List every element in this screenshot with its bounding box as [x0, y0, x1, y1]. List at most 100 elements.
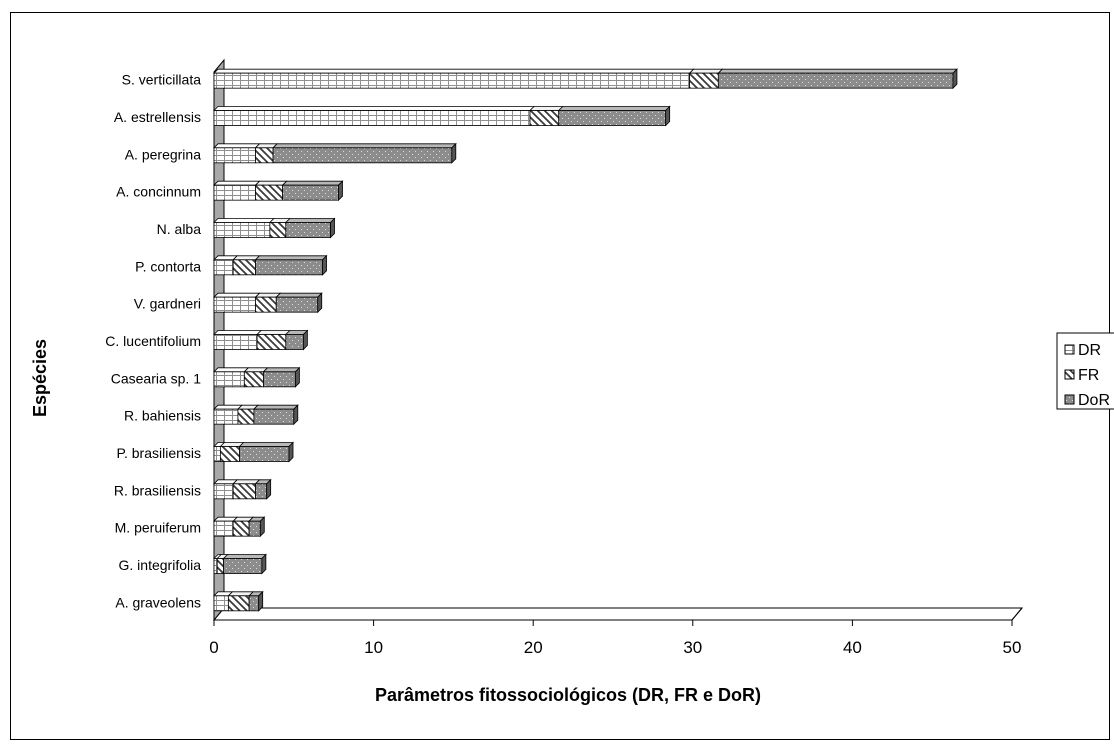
bar-top-face — [281, 180, 344, 186]
bar-dor-segment — [281, 180, 344, 202]
bar-dr-segment — [213, 591, 234, 612]
bar-top-face — [213, 180, 261, 186]
bar-end-face — [338, 180, 343, 202]
bar-fr-segment — [268, 218, 291, 238]
legend-swatch-fr — [1064, 369, 1075, 380]
bar-dor-segment — [717, 68, 958, 90]
category-label: R. bahiensis — [124, 408, 201, 424]
bar-front-face — [285, 334, 304, 350]
bar-front-face — [255, 483, 268, 500]
bar-front-face — [232, 259, 256, 276]
bar-front-face — [248, 520, 261, 537]
bar-dor-segment — [272, 142, 457, 164]
y-axis-title: Espécies — [30, 339, 50, 417]
bar-top-face — [213, 143, 261, 149]
category-label: V. gardneri — [134, 296, 201, 312]
bar-front-face — [256, 334, 287, 350]
legend-swatch-dr — [1064, 344, 1075, 355]
bar-top-face — [213, 330, 263, 335]
bar-fr-segment — [227, 591, 255, 612]
bar-top-face — [262, 367, 301, 373]
bar-end-face — [322, 254, 327, 276]
bar-front-face — [213, 558, 218, 574]
bar-front-face — [255, 259, 323, 276]
bar-top-face — [213, 292, 261, 298]
bar-fr-segment — [236, 404, 259, 425]
bar-dr-segment — [213, 218, 275, 238]
bar-dr-segment — [213, 68, 695, 89]
bar-top-face — [213, 404, 243, 410]
bar-front-face — [213, 222, 271, 238]
bar-top-face — [557, 106, 671, 111]
bar-dor-segment — [222, 553, 267, 575]
bar-front-face — [269, 222, 287, 238]
bar-top-face — [222, 554, 267, 559]
bar-front-face — [253, 408, 295, 425]
bar-dr-segment — [213, 292, 261, 313]
bar-dor-segment — [248, 590, 264, 612]
bar-front-face — [282, 184, 339, 201]
bar-dor-segment — [284, 329, 309, 351]
bar-end-face — [330, 217, 335, 239]
legend-swatch-dor — [1064, 394, 1075, 405]
bar-dr-segment — [213, 180, 261, 201]
bar-end-face — [665, 105, 671, 127]
bar-front-face — [213, 595, 229, 612]
x-tick-label: 50 — [1003, 638, 1022, 657]
bar-fr-segment — [256, 330, 291, 350]
bar-end-face — [294, 366, 300, 388]
bar-end-face — [258, 590, 264, 612]
bar-front-face — [213, 110, 531, 126]
bar-dor-segment — [557, 105, 671, 127]
x-tick-label: 20 — [524, 638, 543, 657]
bar-dor-segment — [238, 441, 294, 463]
legend-label-dr: DR — [1078, 342, 1101, 359]
bar-front-face — [216, 558, 224, 574]
bar-end-face — [266, 478, 272, 500]
bar-front-face — [529, 110, 560, 126]
bar-dr-segment — [213, 330, 263, 350]
category-label: R. brasiliensis — [114, 482, 201, 498]
bar-front-face — [213, 483, 234, 500]
bar-front-face — [717, 72, 954, 89]
bar-front-face — [213, 408, 239, 425]
bar-front-face — [227, 595, 250, 612]
bar-dor-segment — [254, 254, 328, 276]
bar-front-face — [689, 72, 719, 89]
bar-end-face — [952, 68, 958, 90]
bar-end-face — [317, 292, 323, 314]
plot-floor-edge — [1011, 607, 1023, 621]
category-label: C. lucentifolium — [105, 333, 201, 349]
bar-dor-segment — [262, 366, 301, 388]
bar-top-face — [213, 68, 695, 74]
bar-top-face — [717, 68, 958, 74]
bar-fr-segment — [232, 479, 261, 500]
x-tick-label: 10 — [364, 638, 383, 657]
bar-dor-segment — [275, 292, 323, 314]
category-label: G. integrifolia — [119, 557, 202, 573]
category-label: P. brasiliensis — [116, 445, 201, 461]
bar-front-face — [213, 334, 258, 350]
bar-front-face — [223, 558, 263, 574]
bar-front-face — [239, 446, 290, 462]
bar-front-face — [272, 147, 453, 164]
bar-dor-segment — [254, 478, 272, 500]
bar-front-face — [213, 296, 256, 313]
bar-fr-segment — [688, 68, 724, 89]
bar-end-face — [261, 553, 267, 575]
bar-top-face — [213, 218, 275, 223]
bar-fr-segment — [254, 180, 288, 201]
bar-front-face — [213, 371, 245, 388]
bar-front-face — [263, 371, 296, 388]
bar-front-face — [248, 595, 260, 612]
bar-front-face — [213, 446, 221, 462]
bar-dr-segment — [213, 255, 239, 276]
plot-floor — [212, 607, 1024, 621]
bar-top-face — [213, 106, 535, 111]
bar-dor-segment — [252, 404, 299, 426]
bar-front-face — [232, 520, 250, 537]
bar-end-face — [293, 404, 299, 426]
category-label: Casearia sp. 1 — [111, 370, 201, 386]
bar-front-face — [237, 408, 255, 425]
